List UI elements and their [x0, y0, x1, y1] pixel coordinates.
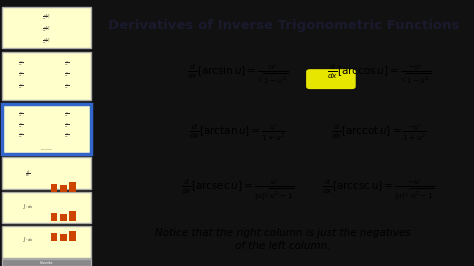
Bar [60, 214, 66, 221]
Text: $\frac{d}{dx}$: $\frac{d}{dx}$ [18, 120, 23, 130]
Text: $\frac{d}{dx}$: $\frac{d}{dx}$ [18, 70, 23, 79]
Text: $\frac{d}{dx}\left[\mathrm{arccsc}\,u\right]=\frac{-u'}{|u|\sqrt{u^2-1}}$: $\frac{d}{dx}\left[\mathrm{arccsc}\,u\ri… [322, 177, 435, 203]
Bar [2, 192, 91, 223]
Text: $\frac{d}{dx}$: $\frac{d}{dx}$ [64, 120, 69, 130]
Text: $\int\cdot dx$: $\int\cdot dx$ [22, 202, 33, 211]
Bar [51, 233, 57, 241]
Text: $\frac{d}{dx}\left[\mathrm{arccos}\,u\right]=\frac{-u'}{\sqrt{1-u^2}}$: $\frac{d}{dx}\left[\mathrm{arccos}\,u\ri… [327, 63, 431, 86]
Text: $\frac{d}{dx}$: $\frac{d}{dx}$ [64, 110, 69, 119]
Bar [2, 104, 91, 154]
Text: $\frac{d}{dx}\left[\mathrm{arctan}\,u\right]=\frac{u'}{1+u^2}$: $\frac{d}{dx}\left[\mathrm{arctan}\,u\ri… [189, 123, 286, 143]
Bar [60, 185, 66, 192]
Bar [60, 234, 66, 241]
Text: $\frac{d}{dx}\left[\mathrm{arcsec}\,u\right]=\frac{u'}{|u|\sqrt{u^2-1}}$: $\frac{d}{dx}\left[\mathrm{arcsec}\,u\ri… [181, 177, 294, 203]
Bar [2, 226, 91, 258]
Text: Notice that the right column is just the negatives
of the left column.: Notice that the right column is just the… [155, 228, 411, 251]
Text: $\frac{d}{dx}$: $\frac{d}{dx}$ [18, 59, 23, 68]
Bar [51, 184, 57, 192]
Bar [69, 182, 76, 192]
Bar [69, 231, 76, 241]
Text: $\frac{d}{dx}[\cdot]$: $\frac{d}{dx}[\cdot]$ [42, 13, 51, 22]
Text: $\frac{d}{dx}[\cdot]$: $\frac{d}{dx}[\cdot]$ [42, 37, 51, 46]
Text: $\frac{d}{dx}$: $\frac{d}{dx}$ [18, 131, 23, 140]
Text: $\frac{d}{dx}\left[\mathrm{arcsin}\,u\right]=\frac{u'}{\sqrt{1-u^2}}$: $\frac{d}{dx}\left[\mathrm{arcsin}\,u\ri… [187, 63, 288, 86]
Text: Derivatives of Inverse Trigonometric Functions: Derivatives of Inverse Trigonometric Fun… [108, 19, 459, 32]
Bar [51, 213, 57, 221]
Text: $\frac{d}{dx}$: $\frac{d}{dx}$ [25, 169, 30, 180]
Text: $\int\cdot dx$: $\int\cdot dx$ [22, 235, 33, 244]
Text: $\frac{d}{dx}[\cdot]$: $\frac{d}{dx}[\cdot]$ [42, 25, 51, 34]
Text: $\frac{d}{dx}$: $\frac{d}{dx}$ [64, 131, 69, 140]
Text: $\frac{d}{dx}$: $\frac{d}{dx}$ [64, 70, 69, 79]
Text: $\frac{d}{dx}\left[\mathrm{arccot}\,u\right]=\frac{-u'}{1+u^2}$: $\frac{d}{dx}\left[\mathrm{arccot}\,u\ri… [331, 123, 427, 143]
Bar [2, 157, 91, 189]
Text: Subscribe: Subscribe [39, 261, 53, 265]
Bar [2, 7, 91, 48]
Bar [69, 211, 76, 221]
Text: $\frac{d}{dx}$: $\frac{d}{dx}$ [18, 82, 23, 91]
Bar [2, 52, 91, 100]
Text: $\frac{d}{dx}$: $\frac{d}{dx}$ [64, 82, 69, 91]
Text: some text: some text [41, 148, 52, 149]
Bar [2, 259, 91, 266]
Text: $\frac{d}{dx}$: $\frac{d}{dx}$ [64, 59, 69, 68]
FancyBboxPatch shape [306, 69, 356, 89]
Text: $\frac{d}{dx}$: $\frac{d}{dx}$ [18, 110, 23, 119]
